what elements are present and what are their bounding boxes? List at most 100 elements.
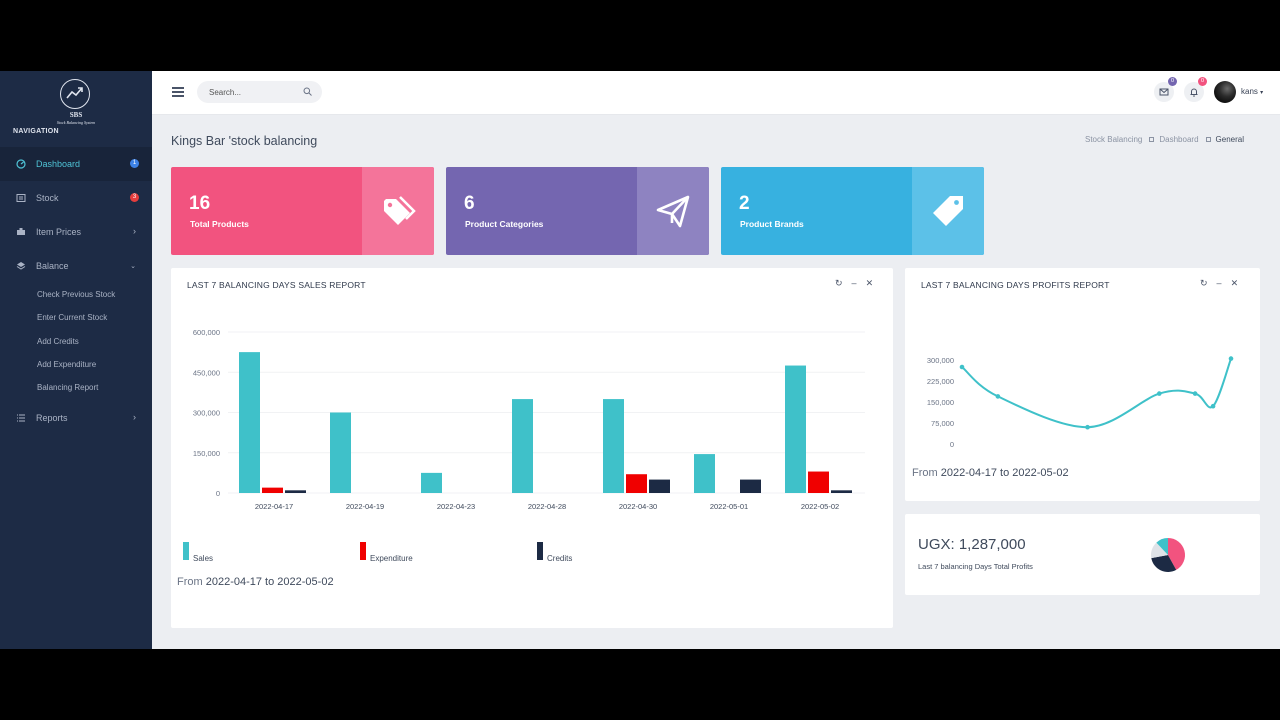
x-tick-label: 2022-04-19 [346,502,384,511]
x-tick-label: 2022-04-17 [255,502,293,511]
bar-sales [603,399,624,493]
stat-card-product-categories[interactable]: 6 Product Categories [446,167,709,255]
tag-icon [17,228,25,235]
notification-count-badge: 0 [1198,77,1207,86]
sidebar-item-reports[interactable]: Reports › [0,401,152,435]
mail-count-badge: 0 [1168,77,1177,86]
sidebar: SBS Stock Balancing System NAVIGATION Da… [0,71,152,649]
profit-line [961,358,1232,429]
stat-card-icon-panel [912,167,984,255]
sidebar-subitem-add-credits[interactable]: Add Credits [37,337,79,346]
panel-tools: ↻ – ✕ [826,278,873,289]
sidebar-item-label: Reports [36,413,68,423]
x-tick-label: 2022-04-28 [528,502,566,511]
x-tick-label: 2022-05-01 [710,502,748,511]
date-range-text: From 2022-04-17 to 2022-05-02 [912,467,1069,479]
close-icon[interactable]: ✕ [1230,278,1239,288]
legend-label: Expenditure [370,554,413,563]
panel-title: LAST 7 BALANCING DAYS SALES REPORT [187,280,366,290]
total-profits-amount: UGX: 1,287,000 [918,536,1026,553]
chevron-down-icon: ⌄ [130,263,136,270]
breadcrumb-item[interactable]: Stock Balancing [1085,135,1143,144]
bar-credits [285,490,306,493]
pie-slice [1156,538,1168,555]
x-tick-label: 2022-04-23 [437,502,475,511]
sidebar-subitem-add-expenditure[interactable]: Add Expenditure [37,360,97,369]
bar-expenditure [262,487,283,493]
stat-card-product-brands[interactable]: 2 Product Brands [721,167,984,255]
bar-expenditure [808,471,829,493]
x-tick-label: 2022-04-30 [619,502,657,511]
profits-pie-chart [1151,538,1185,572]
trend-logo-icon [60,79,90,109]
search-icon[interactable] [303,87,312,96]
sidebar-subitem-enter-current-stock[interactable]: Enter Current Stock [37,313,108,322]
sidebar-item-label: Stock [36,193,59,203]
date-range-value: 2022-04-17 to 2022-05-02 [940,467,1069,479]
sales-bar-chart: 0 150,000 300,000 450,000 600,000 2022-04-17 2… [193,328,865,511]
profit-point [959,364,965,370]
bar-sales [330,412,351,493]
total-profits-panel: UGX: 1,287,000 Last 7 balancing Days Tot… [905,514,1260,595]
mail-button[interactable]: 0 [1154,77,1177,102]
sales-report-panel: LAST 7 BALANCING DAYS SALES REPORT ↻ – ✕ 0… [171,268,893,628]
paper-plane-icon [656,195,690,228]
user-name: kans [1241,87,1258,96]
app-logo[interactable]: SBS Stock Balancing System [0,77,152,127]
notifications-button[interactable]: 0 [1184,77,1207,102]
mail-icon [1159,88,1169,96]
chevron-right-icon: › [133,412,136,422]
y-tick-label: 300,000 [927,356,954,365]
pie-slice [1151,555,1177,572]
x-tick-label: 2022-05-02 [801,502,839,511]
refresh-icon[interactable]: ↻ [1200,278,1208,288]
bar-expenditure [626,474,647,493]
profit-point [995,394,1001,399]
profit-point [1156,391,1162,396]
bar-credits [831,490,852,493]
sidebar-item-dashboard[interactable]: Dashboard 1 [0,147,152,181]
layers-icon [16,262,26,270]
bar-sales [421,472,442,493]
minimize-icon[interactable]: – [1216,278,1222,288]
user-menu[interactable]: kans ▾ [1241,87,1263,96]
legend-swatch [360,542,366,560]
date-range-text: From 2022-04-17 to 2022-05-02 [177,576,334,588]
topbar: 0 0 kans ▾ [152,71,1280,115]
y-tick-label: 300,000 [193,409,220,418]
avatar[interactable] [1214,81,1236,103]
breadcrumb-item[interactable]: Dashboard [1159,135,1199,144]
profit-point [1210,403,1216,409]
page-title: Kings Bar 'stock balancing [171,134,318,148]
search-input[interactable] [209,85,299,99]
menu-toggle-icon[interactable] [172,87,184,97]
legend-label: Sales [193,554,214,563]
y-tick-label: 150,000 [927,398,954,407]
tag-icon [933,196,963,226]
stat-value: 6 [464,193,475,214]
sidebar-subitem-check-previous-stock[interactable]: Check Previous Stock [37,290,116,299]
close-icon[interactable]: ✕ [865,278,874,288]
sidebar-item-label: Item Prices [36,227,82,237]
stat-label: Product Categories [465,219,544,229]
sidebar-item-stock[interactable]: Stock 3 [0,181,152,215]
stat-card-total-products[interactable]: 16 Total Products [171,167,434,255]
sidebar-subitem-balancing-report[interactable]: Balancing Report [37,383,99,392]
date-range-value: 2022-04-17 to 2022-05-02 [205,576,334,588]
app-screen: SBS Stock Balancing System NAVIGATION Da… [0,71,1280,649]
caret-down-icon: ▾ [1260,90,1264,96]
breadcrumb: Stock Balancing Dashboard General [1085,135,1244,144]
sidebar-item-balance[interactable]: Balance ⌄ [0,249,152,283]
list-icon [17,414,25,422]
date-range-prefix: From [912,467,938,479]
tags-icon [384,196,416,225]
panel-title: LAST 7 BALANCING DAYS PROFITS REPORT [921,280,1110,290]
dashboard-badge: 1 [130,159,139,168]
bar-sales [694,454,715,493]
stock-badge: 3 [130,193,139,202]
nav-caption: NAVIGATION [13,128,59,135]
date-range-prefix: From [177,576,203,588]
minimize-icon[interactable]: – [851,278,857,288]
sidebar-item-item-prices[interactable]: Item Prices › [0,215,152,249]
refresh-icon[interactable]: ↻ [835,278,843,288]
